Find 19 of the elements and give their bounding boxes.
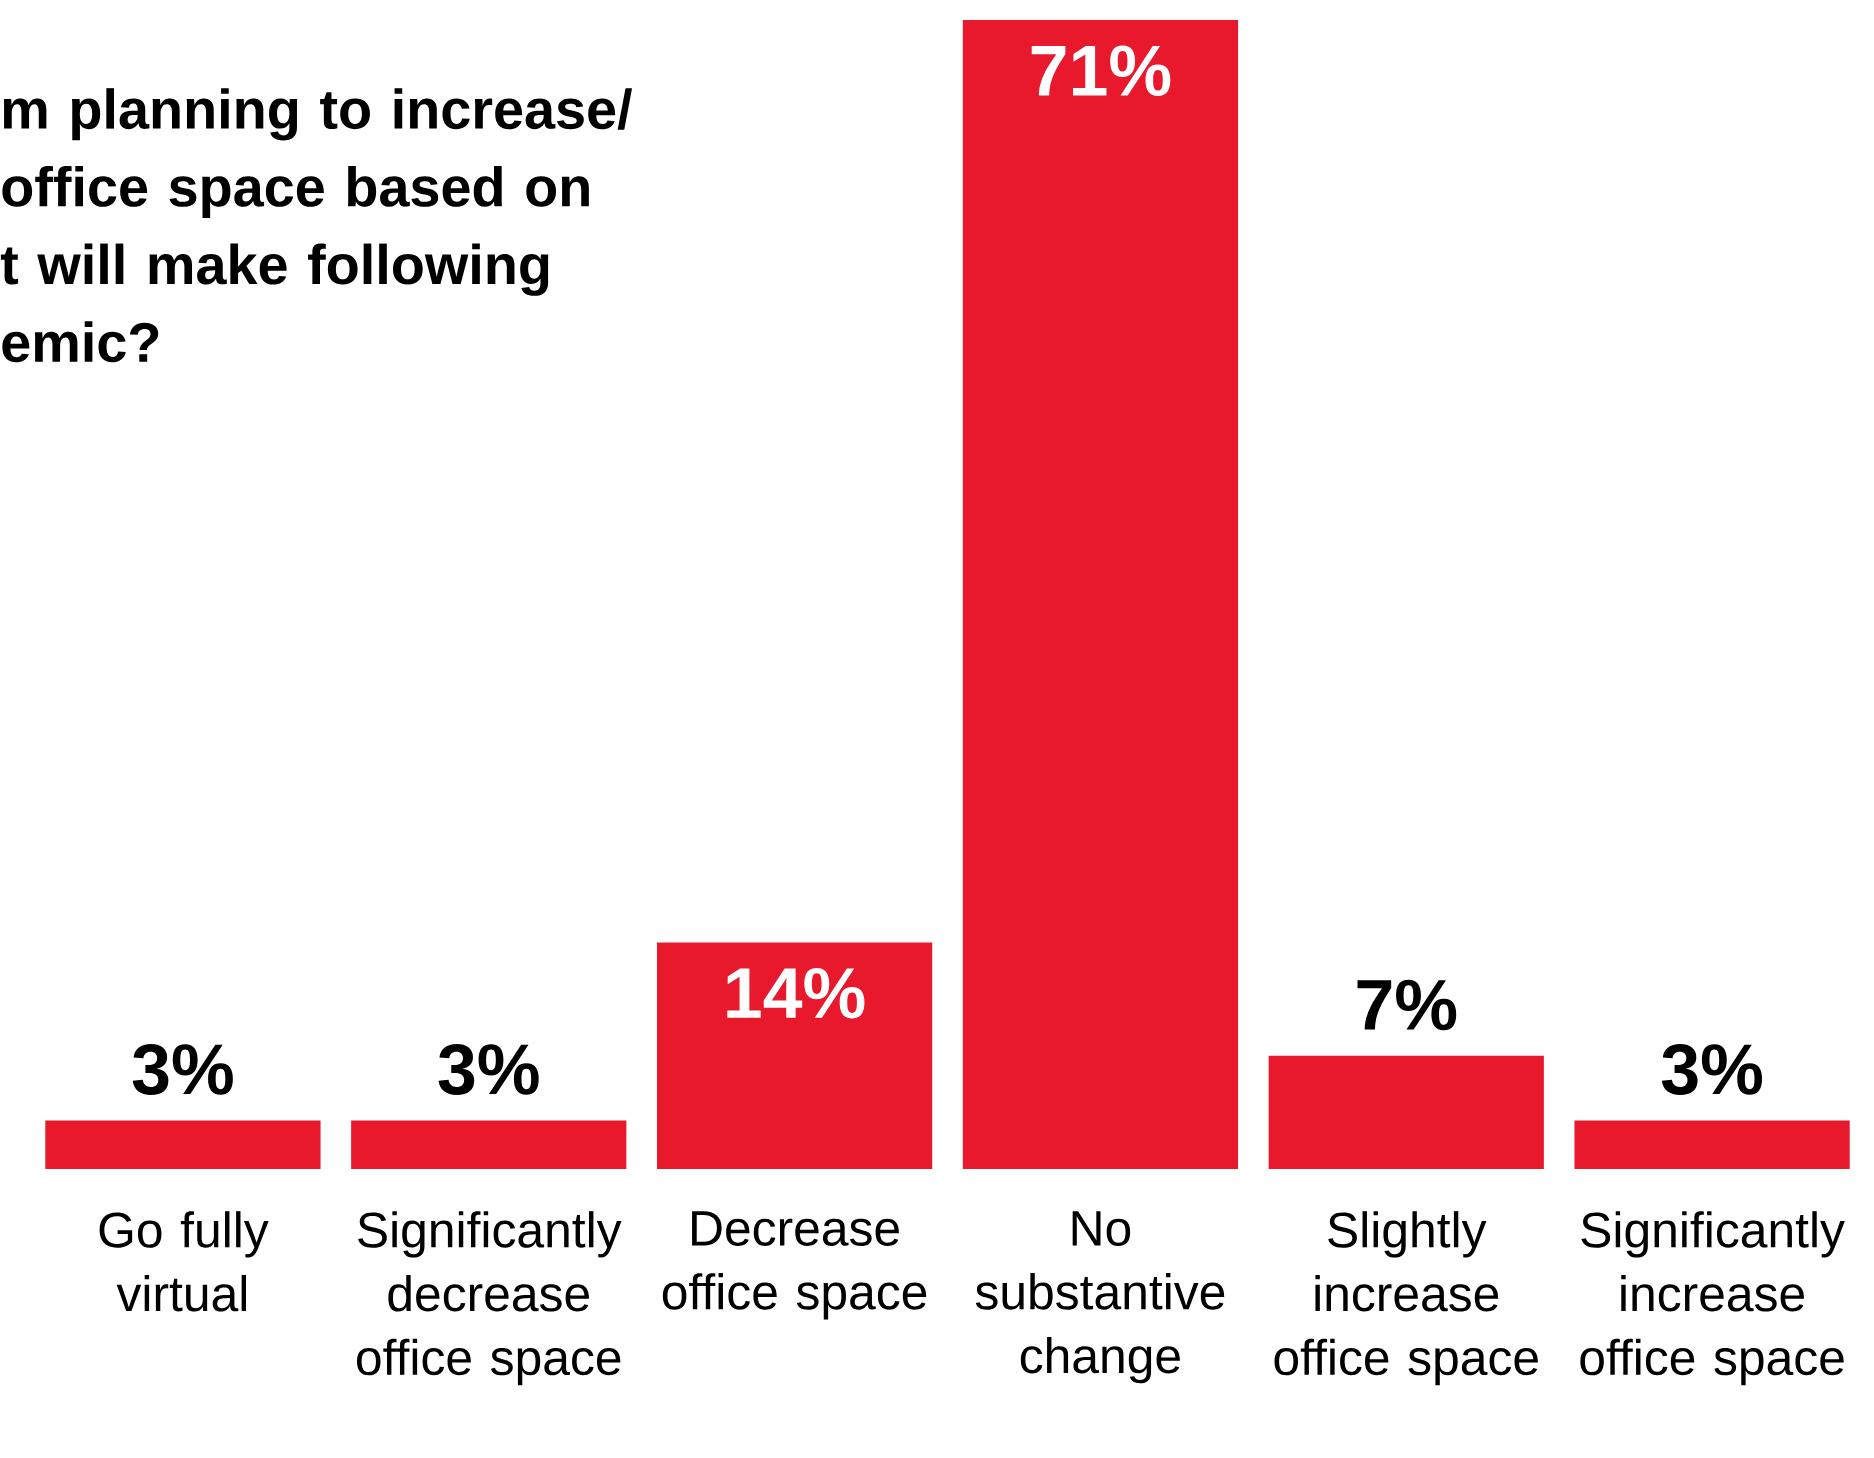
x-tick-label: Significantly increase office space <box>1580 1211 1845 1386</box>
bar <box>656 942 933 1169</box>
x-tick-label: Decrease office space <box>662 1211 927 1320</box>
bar <box>962 20 1239 1169</box>
x-tick-label: Slightly increase office space <box>1274 1211 1538 1386</box>
data-label: 7% <box>1357 979 1457 1031</box>
x-tick-label: No substantive change <box>975 1211 1225 1384</box>
data-label: 3% <box>132 1044 233 1095</box>
bar <box>1574 1120 1850 1169</box>
text: m planning to increase/ office space based on t will make following emic? <box>0 88 633 363</box>
data-label: 14% <box>727 967 865 1019</box>
data-label: 3% <box>1661 1044 1763 1095</box>
bar <box>45 1120 321 1169</box>
x-tick-label: Go fully virtual <box>99 1211 269 1312</box>
bar <box>1268 1055 1544 1169</box>
data-label: 71% <box>1031 45 1171 97</box>
data-label: 3% <box>438 1044 539 1095</box>
bar <box>351 1120 627 1169</box>
x-tick-label: Significantly decrease office space <box>357 1211 622 1386</box>
